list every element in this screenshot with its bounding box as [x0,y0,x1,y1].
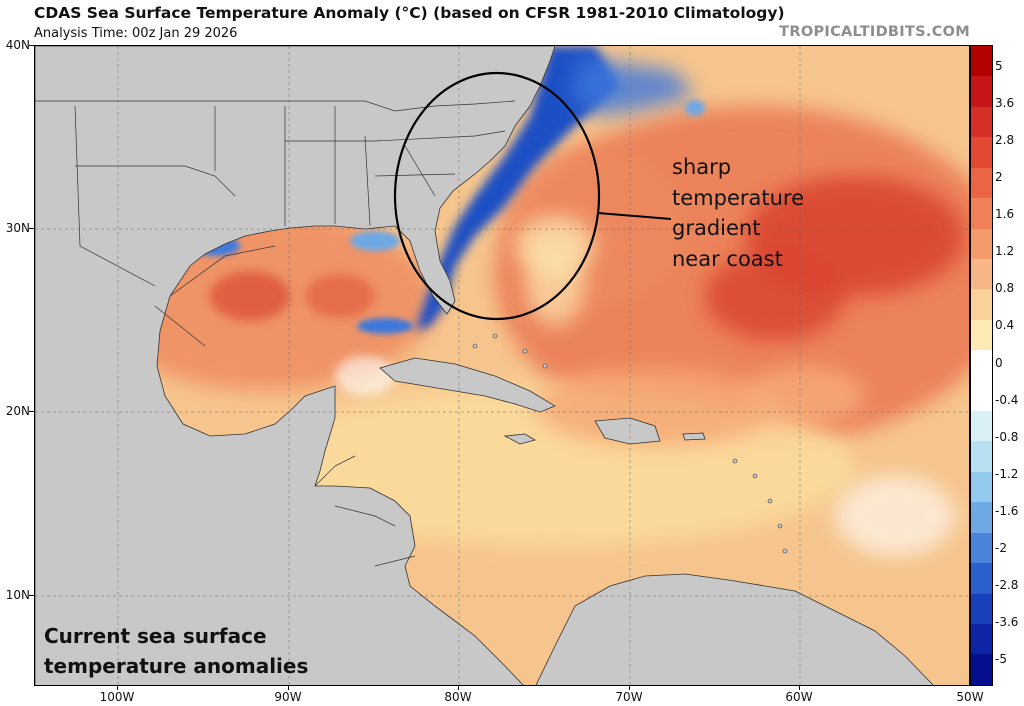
colorbar-label: -2 [995,540,1007,555]
map-title: CDAS Sea Surface Temperature Anomaly (°C… [34,4,785,22]
borders [35,100,516,567]
lat-label-20n: 20N [5,404,30,418]
colorbar-label: 2 [995,170,1003,185]
lat-tick [29,228,34,229]
lat-tick [29,411,34,412]
colorbar-segment [971,380,992,412]
lat-label-30n: 30N [5,221,30,235]
colorbar-label: 3.6 [995,96,1015,111]
lon-label-70w: 70W [615,690,643,704]
colorbar-segment [971,471,992,503]
lon-label-80w: 80W [444,690,472,704]
lat-tick [29,45,34,46]
colorbar-segment [971,593,992,625]
lon-tick [288,686,289,690]
colorbar-label: -5 [995,652,1007,666]
colorbar-segment [971,624,992,655]
lat-label-10n: 10N [5,588,30,602]
lon-tick [458,686,459,690]
annotation-line: temperature [672,185,804,210]
colorbar-segment [971,198,992,229]
colorbar-label: -2.8 [995,577,1019,592]
colorbar-label: 1.2 [995,244,1015,259]
colorbar-segment [971,137,992,168]
lon-label-60w: 60W [785,690,813,704]
anomaly-map [34,45,970,686]
colorbar-segment [971,76,992,107]
land [35,46,934,685]
analysis-time: Analysis Time: 00z Jan 29 2026 [34,26,238,41]
colorbar-label: 5 [995,59,1003,73]
caption-line: Current sea surface [44,624,267,648]
colorbar-label: -1.6 [995,503,1019,518]
colorbar-label: 0.4 [995,318,1015,333]
lon-label-50w: 50W [956,690,984,704]
colorbar-segment [971,441,992,472]
colorbar-segment [971,532,992,564]
colorbar-label: 1.6 [995,207,1015,222]
site-credit: TROPICALTIDBITS.COM [779,24,970,40]
colorbar-segment [971,350,992,381]
colorbar [970,45,993,686]
lon-label-100w: 100W [99,690,135,704]
colorbar-label: -3.6 [995,614,1019,629]
map-canvas [35,46,969,685]
lon-tick [117,686,118,690]
colorbar-segment [971,167,992,199]
map-caption: Current sea surface temperature anomalie… [44,621,308,681]
lat-tick [29,595,34,596]
colorbar-segment [971,289,992,320]
colorbar-label: 2.8 [995,133,1015,148]
colorbar-label: -0.4 [995,392,1019,407]
gradient-annotation: sharp temperature gradient near coast [672,152,804,274]
colorbar-segment [971,319,992,351]
lat-label-40n: 40N [5,38,30,52]
colorbar-label: 0 [995,355,1003,370]
colorbar-segment [971,654,992,685]
annotation-line: sharp [672,155,732,179]
annotation-line: near coast [672,246,783,271]
colorbar-label: -1.2 [995,466,1019,481]
colorbar-segment [971,46,992,77]
lon-tick [799,686,800,690]
colorbar-segment [971,258,992,290]
caption-line: temperature anomalies [44,654,309,678]
lon-label-90w: 90W [274,690,302,704]
lon-tick [629,686,630,690]
annotation-pointer [597,212,672,220]
colorbar-label: -0.8 [995,429,1019,444]
colorbar-segment [971,563,992,594]
colorbar-segment [971,411,992,442]
graticule [35,46,969,685]
annotation-line: gradient [672,216,761,240]
colorbar-segment [971,228,992,259]
highlight-ellipse [393,71,601,321]
colorbar-segment [971,106,992,138]
colorbar-label: 0.8 [995,281,1015,296]
colorbar-segment [971,502,992,533]
small-islands [472,333,788,554]
